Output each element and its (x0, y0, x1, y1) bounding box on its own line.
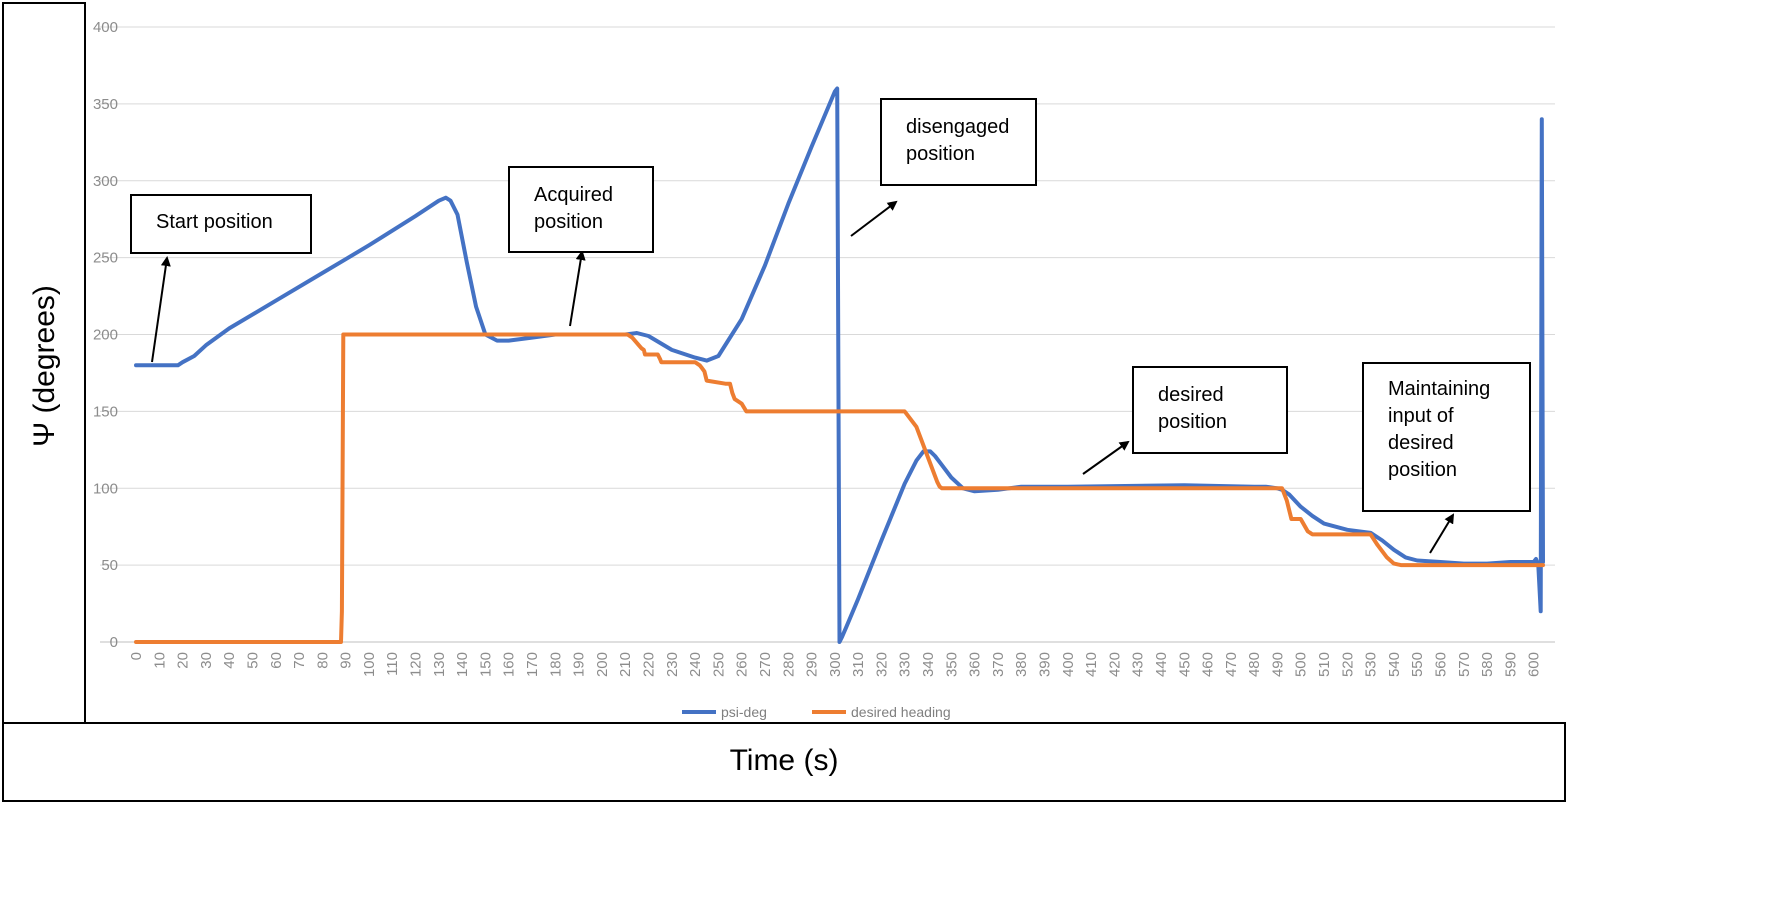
x-tick-label: 80 (314, 652, 331, 669)
legend-swatch-psi-deg (682, 710, 716, 714)
arrow-disengaged (850, 200, 898, 237)
gridlines (100, 26, 1555, 643)
arrow-desired (1082, 440, 1130, 475)
legend-item-psi-deg: psi-deg (682, 704, 767, 720)
x-tick-label: 450 (1176, 652, 1193, 677)
x-tick-label: 130 (431, 652, 448, 677)
x-tick-label: 60 (268, 652, 285, 669)
x-tick-label: 180 (547, 652, 564, 677)
x-tick-label: 320 (873, 652, 890, 677)
x-tick-label: 140 (454, 652, 471, 677)
x-tick-label: 340 (920, 652, 937, 677)
x-tick-label: 220 (640, 652, 657, 677)
x-tick-label: 360 (967, 652, 984, 677)
x-tick-label: 160 (501, 652, 518, 677)
series-line-psi-deg (134, 86, 1545, 644)
annotation-start-position: Start position (130, 194, 312, 254)
x-axis-label-box: Time (s) (2, 722, 1566, 802)
arrow-maintaining (1429, 513, 1455, 554)
x-tick-label: 470 (1223, 652, 1240, 677)
x-tick-label: 50 (244, 652, 261, 669)
x-tick-label: 310 (850, 652, 867, 677)
x-tick-label: 570 (1456, 652, 1473, 677)
y-axis-label-box: Ψ (degrees) (2, 2, 86, 724)
y-tick-label: 300 (93, 173, 118, 190)
x-tick-label: 0 (128, 652, 145, 660)
x-tick-label: 500 (1293, 652, 1310, 677)
x-tick-label: 540 (1386, 652, 1403, 677)
legend-label-psi-deg: psi-deg (721, 704, 767, 720)
arrow-acquired (569, 250, 586, 327)
x-tick-label: 460 (1200, 652, 1217, 677)
annotation-desired-position: desired position (1132, 366, 1288, 454)
x-tick-label: 190 (571, 652, 588, 677)
x-tick-label: 270 (757, 652, 774, 677)
x-tick-label: 510 (1316, 652, 1333, 677)
x-tick-label: 150 (477, 652, 494, 677)
x-tick-label: 280 (780, 652, 797, 677)
x-tick-label: 230 (664, 652, 681, 677)
x-tick-label: 480 (1246, 652, 1263, 677)
x-tick-label: 170 (524, 652, 541, 677)
y-tick-labels: 0 50 100 150 200 250 300 350 400 (93, 19, 118, 651)
legend-item-desired-heading: desired heading (812, 704, 951, 720)
y-tick-label: 150 (93, 403, 118, 420)
x-tick-label: 90 (338, 652, 355, 669)
x-tick-label: 290 (804, 652, 821, 677)
y-tick-label: 250 (93, 250, 118, 267)
x-tick-label: 70 (291, 652, 308, 669)
x-tick-label: 600 (1526, 652, 1543, 677)
annotation-maintaining-input: Maintaining input of desired position (1362, 362, 1531, 512)
annotation-acquired-position: Acquired position (508, 166, 654, 253)
x-tick-label: 370 (990, 652, 1007, 677)
x-tick-label: 250 (710, 652, 727, 677)
x-tick-label: 40 (221, 652, 238, 669)
x-tick-label: 210 (617, 652, 634, 677)
x-tick-label: 440 (1153, 652, 1170, 677)
annotation-disengaged-position: disengaged position (880, 98, 1037, 186)
x-tick-label: 300 (827, 652, 844, 677)
x-tick-label: 330 (897, 652, 914, 677)
x-axis-label: Time (s) (729, 744, 839, 777)
series-line-desired-heading (134, 332, 1545, 644)
y-tick-label: 0 (110, 634, 118, 651)
x-tick-label: 200 (594, 652, 611, 677)
x-tick-label: 490 (1269, 652, 1286, 677)
arrow-start (151, 256, 171, 363)
x-tick-label: 590 (1502, 652, 1519, 677)
legend-swatch-desired-heading (812, 710, 846, 714)
x-tick-label: 400 (1060, 652, 1077, 677)
y-tick-label: 350 (93, 96, 118, 113)
x-tick-label: 100 (361, 652, 378, 677)
x-tick-label: 420 (1106, 652, 1123, 677)
x-tick-label: 10 (151, 652, 168, 669)
x-tick-label: 550 (1409, 652, 1426, 677)
x-tick-label: 430 (1130, 652, 1147, 677)
x-tick-label: 530 (1363, 652, 1380, 677)
y-tick-label: 100 (93, 480, 118, 497)
y-tick-label: 50 (101, 557, 118, 574)
x-tick-label: 520 (1339, 652, 1356, 677)
x-tick-label: 580 (1479, 652, 1496, 677)
y-tick-label: 400 (93, 19, 118, 36)
x-tick-label: 410 (1083, 652, 1100, 677)
x-tick-labels: 0 10 20 30 40 50 60 70 80 90 100 110 120 130 140 150 160… (128, 652, 1543, 677)
x-tick-label: 120 (408, 652, 425, 677)
x-tick-label: 560 (1433, 652, 1450, 677)
x-tick-label: 240 (687, 652, 704, 677)
x-tick-label: 350 (943, 652, 960, 677)
x-tick-label: 380 (1013, 652, 1030, 677)
x-tick-label: 20 (175, 652, 192, 669)
x-tick-label: 390 (1036, 652, 1053, 677)
annotation-arrows (151, 200, 1455, 554)
x-tick-label: 110 (384, 652, 401, 676)
series-lines (134, 86, 1545, 644)
y-tick-label: 200 (93, 327, 118, 344)
x-tick-label: 30 (198, 652, 215, 669)
legend-label-desired-heading: desired heading (851, 704, 951, 720)
x-tick-label: 260 (734, 652, 751, 677)
